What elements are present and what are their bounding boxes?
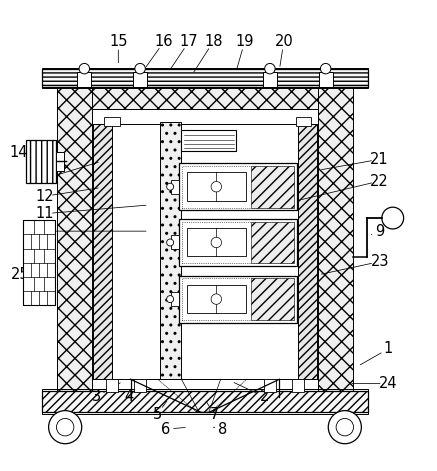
Text: 25: 25 xyxy=(11,267,30,282)
Circle shape xyxy=(382,207,404,229)
Text: 16: 16 xyxy=(155,34,173,49)
Bar xyxy=(187,228,246,256)
Text: 1: 1 xyxy=(384,341,393,356)
Text: 19: 19 xyxy=(236,34,254,49)
Bar xyxy=(318,88,353,392)
Text: 14: 14 xyxy=(10,145,28,160)
Circle shape xyxy=(79,64,90,74)
Bar xyxy=(251,166,294,208)
Text: 3: 3 xyxy=(92,389,101,404)
Circle shape xyxy=(56,418,74,436)
Text: 8: 8 xyxy=(218,422,228,437)
Bar xyxy=(106,379,118,392)
Text: 21: 21 xyxy=(371,152,389,167)
Bar xyxy=(42,68,368,88)
Text: 24: 24 xyxy=(379,376,398,391)
Bar xyxy=(26,140,55,183)
Text: 9: 9 xyxy=(375,224,384,239)
Bar xyxy=(187,172,246,201)
Text: 2: 2 xyxy=(260,389,269,404)
Bar xyxy=(319,72,333,88)
Bar xyxy=(92,379,318,389)
Bar xyxy=(182,278,294,320)
Bar xyxy=(187,285,246,313)
Text: 17: 17 xyxy=(180,34,198,49)
Bar xyxy=(292,379,304,392)
Bar xyxy=(92,109,318,124)
Bar xyxy=(182,221,294,263)
Bar xyxy=(251,221,294,263)
Bar xyxy=(134,379,146,392)
Text: 4: 4 xyxy=(125,389,134,404)
Bar xyxy=(57,88,92,392)
Bar xyxy=(181,130,236,151)
Text: 18: 18 xyxy=(204,34,222,49)
Bar xyxy=(42,69,368,88)
Bar xyxy=(171,236,179,250)
Circle shape xyxy=(166,183,173,190)
Text: 20: 20 xyxy=(274,34,293,49)
Text: 22: 22 xyxy=(370,173,389,188)
Text: 7: 7 xyxy=(209,406,219,422)
Bar xyxy=(264,379,276,392)
Text: 13: 13 xyxy=(35,171,53,187)
Text: 11: 11 xyxy=(35,206,53,221)
Circle shape xyxy=(166,296,173,302)
Text: 23: 23 xyxy=(371,254,389,269)
Bar xyxy=(92,85,318,109)
Circle shape xyxy=(336,418,354,436)
Circle shape xyxy=(211,237,222,248)
Text: 10: 10 xyxy=(35,224,54,239)
Bar xyxy=(160,122,180,379)
Circle shape xyxy=(211,294,222,304)
Circle shape xyxy=(328,411,361,444)
Bar xyxy=(298,124,316,379)
Circle shape xyxy=(265,64,275,74)
Text: 6: 6 xyxy=(161,422,170,437)
Bar xyxy=(42,389,368,414)
Bar xyxy=(104,117,120,126)
Bar xyxy=(263,72,277,88)
Bar xyxy=(179,163,297,210)
Circle shape xyxy=(49,411,82,444)
Bar xyxy=(179,219,297,266)
Circle shape xyxy=(135,64,146,74)
Bar xyxy=(133,72,147,88)
Bar xyxy=(94,124,112,379)
Bar xyxy=(42,391,368,412)
Circle shape xyxy=(320,64,331,74)
Circle shape xyxy=(211,181,222,192)
Text: 5: 5 xyxy=(153,406,162,422)
Bar xyxy=(295,117,311,126)
Text: 15: 15 xyxy=(109,34,128,49)
Bar xyxy=(179,276,297,323)
Circle shape xyxy=(166,239,173,246)
Bar xyxy=(182,166,294,208)
Bar xyxy=(171,292,179,306)
Bar xyxy=(77,72,91,88)
Bar xyxy=(23,220,55,305)
Text: 12: 12 xyxy=(35,189,54,204)
Bar xyxy=(55,152,64,171)
Bar xyxy=(171,180,179,194)
Bar xyxy=(251,278,294,320)
